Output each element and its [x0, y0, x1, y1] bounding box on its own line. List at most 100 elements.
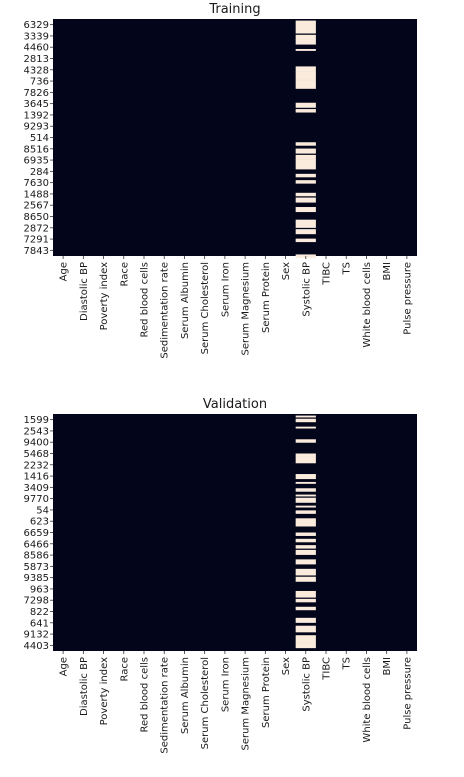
y-tick-label: 4460 [24, 43, 49, 54]
y-tick-label: 9770 [24, 494, 49, 505]
x-tick-label: Pulse pressure [402, 657, 413, 730]
missing-cell [295, 180, 316, 184]
missing-cell [295, 595, 316, 598]
y-tick-label: 963 [30, 584, 49, 595]
x-tick-label: Serum Albumin [180, 262, 191, 339]
missing-cell [295, 225, 316, 228]
x-tick-label: Systolic BP [301, 657, 312, 712]
missing-cell [295, 154, 316, 159]
chart-title: Validation [203, 397, 267, 412]
x-tick-label: Red blood cells [140, 657, 151, 732]
missing-cell [295, 229, 316, 235]
y-tick-label: 284 [30, 167, 49, 178]
missing-cell [295, 481, 316, 484]
y-tick-label: 1599 [24, 415, 49, 426]
missing-cell [295, 28, 316, 34]
missing-cell [295, 102, 316, 108]
missing-cell [295, 74, 316, 80]
y-tick-label: 1416 [24, 472, 49, 483]
missing-cell [295, 638, 316, 642]
missing-cell [295, 538, 316, 543]
missing-cell [295, 173, 316, 178]
y-tick-label: 8586 [24, 551, 49, 562]
y-tick-label: 7843 [24, 246, 49, 257]
x-tick-label: TS [342, 657, 353, 670]
y-tick-label: 2567 [24, 201, 49, 212]
missing-cell [295, 518, 316, 522]
chart-title: Training [208, 2, 260, 17]
missing-cell [295, 635, 316, 639]
missing-cell [295, 197, 316, 203]
missing-cell [295, 192, 316, 197]
x-tick-label: Systolic BP [301, 262, 312, 317]
y-tick-label: 8650 [24, 212, 49, 223]
missing-cell [295, 458, 316, 464]
y-tick-label: 2813 [24, 54, 49, 65]
missing-cell [295, 549, 316, 555]
x-tick-label: Serum Protein [261, 262, 272, 333]
missing-cell [295, 418, 316, 423]
missing-cell [295, 159, 316, 165]
x-tick-label: White blood cells [362, 657, 373, 743]
x-tick-label: TS [342, 262, 353, 275]
missing-cell [295, 158, 316, 160]
y-tick-label: 54 [36, 505, 49, 516]
x-tick-label: Age [59, 262, 70, 281]
missing-cell [295, 497, 316, 503]
missing-cell [295, 630, 316, 633]
y-tick-label: 2232 [24, 460, 49, 471]
missing-cell [295, 37, 316, 40]
missing-cell [295, 150, 316, 154]
missing-cell [295, 66, 316, 72]
x-tick-label: White blood cells [362, 262, 373, 348]
y-tick-label: 6466 [24, 539, 49, 550]
x-tick-label: Sex [281, 262, 292, 280]
x-tick-label: BMI [382, 262, 393, 280]
x-tick-label: Race [119, 262, 130, 287]
x-tick-label: Serum Cholesterol [200, 262, 211, 354]
y-tick-label: 3339 [24, 31, 49, 42]
x-tick-label: Pulse pressure [402, 262, 413, 335]
x-tick-label: Race [119, 657, 130, 682]
missing-cell [295, 79, 316, 81]
missing-cell [295, 494, 316, 497]
missing-cell [295, 456, 316, 459]
y-tick-label: 2543 [24, 426, 49, 437]
missing-cell [295, 109, 316, 111]
missing-cell [295, 474, 316, 480]
y-tick-label: 4403 [24, 641, 49, 652]
missing-cell [295, 523, 316, 527]
missing-cell [295, 222, 316, 227]
x-tick-label: TIBC [322, 262, 333, 286]
x-tick-label: Sedimentation rate [160, 657, 171, 754]
missing-cell [295, 164, 316, 170]
present-values-area [53, 19, 417, 256]
x-tick-label: Serum Iron [220, 262, 231, 317]
y-tick-label: 623 [30, 517, 49, 528]
missing-cell [295, 238, 316, 243]
y-tick-label: 2872 [24, 223, 49, 234]
y-tick-label: 736 [30, 77, 49, 88]
x-tick-label: Diastolic BP [79, 657, 90, 716]
missing-cell [295, 415, 316, 418]
missing-stripes [295, 415, 316, 649]
missing-cell [295, 49, 316, 51]
y-tick-label: 514 [30, 133, 49, 144]
missing-cell [295, 83, 316, 89]
missing-cell [295, 521, 316, 524]
x-tick-label: Sex [281, 657, 292, 675]
x-tick-label: Diastolic BP [79, 262, 90, 321]
y-tick-label: 9293 [24, 122, 49, 133]
missing-cell [295, 590, 316, 596]
y-tick-label: 6935 [24, 156, 49, 167]
missing-cell [295, 559, 316, 565]
missing-cell [295, 426, 316, 429]
missing-cell [295, 576, 316, 581]
missing-cell [295, 39, 316, 45]
missing-cell [295, 148, 316, 151]
missing-cell [295, 142, 316, 146]
missing-cell [295, 568, 316, 573]
x-tick-label: Serum Albumin [180, 657, 191, 734]
missing-cell [295, 219, 316, 224]
